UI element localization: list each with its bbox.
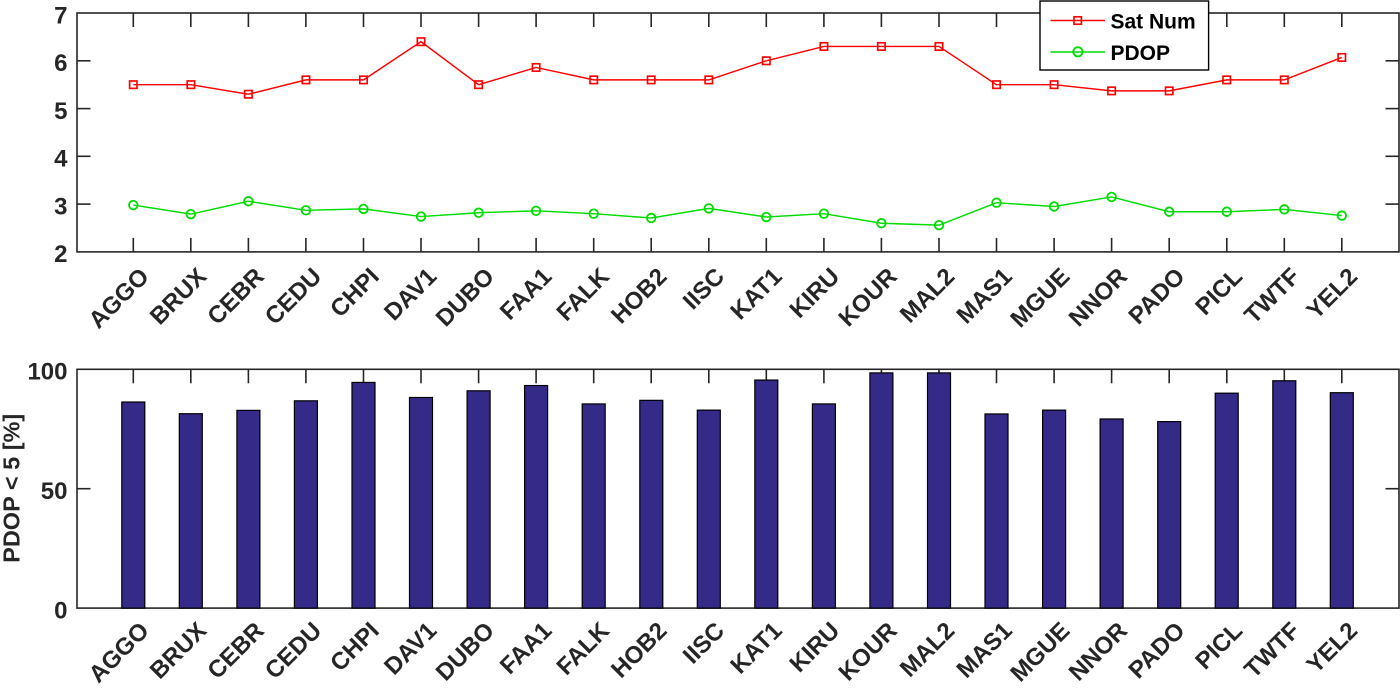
svg-text:6: 6 [54,50,67,77]
svg-text:2: 2 [54,241,67,268]
svg-text:PDOP < 5 [%]: PDOP < 5 [%] [0,414,25,563]
svg-text:3: 3 [54,193,67,220]
svg-text:0: 0 [54,597,67,624]
svg-text:50: 50 [41,478,68,505]
svg-text:5: 5 [54,98,67,125]
svg-text:PDOP: PDOP [1111,42,1171,65]
svg-text:100: 100 [27,359,67,386]
svg-text:7: 7 [54,2,67,29]
svg-text:4: 4 [54,146,68,173]
svg-text:Sat Num: Sat Num [1111,11,1196,34]
